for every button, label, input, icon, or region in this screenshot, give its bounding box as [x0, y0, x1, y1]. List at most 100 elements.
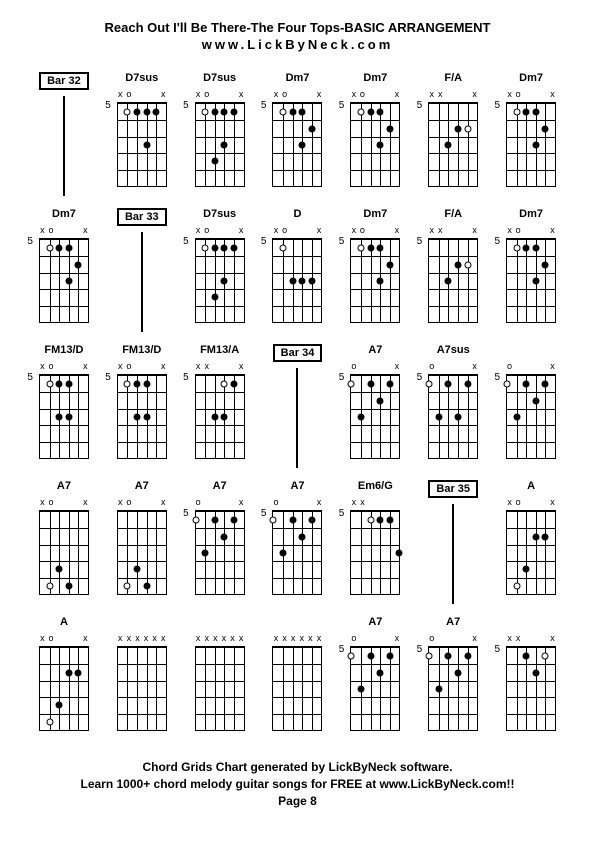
chord-diagram: A7 5ox: [341, 344, 409, 468]
chord-diagram: A75ox: [419, 616, 487, 734]
string-markers: xxxxxx: [272, 634, 322, 644]
fretboard-diagram: 5xox: [35, 226, 93, 326]
bar-label: Bar 33: [117, 208, 167, 226]
fret-number: 5: [416, 644, 422, 655]
bar-label: Bar 34: [273, 344, 323, 362]
bar-line: [452, 504, 454, 604]
string-markers: ox: [350, 634, 400, 644]
fret-number: 5: [183, 236, 189, 247]
fret-number: 5: [105, 100, 111, 111]
string-markers: xxxxxx: [117, 634, 167, 644]
chord-diagram: 5 xxx: [497, 616, 565, 734]
fretboard: [195, 374, 245, 459]
chord-name: A7sus: [437, 344, 470, 358]
chord-name: D: [294, 208, 302, 222]
string-markers: xxx: [506, 634, 556, 644]
fretboard-diagram: 5xox: [502, 90, 560, 190]
string-markers: ox: [428, 634, 478, 644]
string-markers: xox: [39, 634, 89, 644]
string-markers: xox: [195, 226, 245, 236]
string-markers: xox: [117, 90, 167, 100]
chord-diagram: FM13/A 5xxx: [186, 344, 254, 468]
fret-number: 5: [338, 372, 344, 383]
fretboard: [272, 238, 322, 323]
fretboard-diagram: 5xox: [35, 362, 93, 462]
fretboard: [350, 238, 400, 323]
fretboard-diagram: 5ox: [502, 362, 560, 462]
fretboard-diagram: 5xxx: [502, 634, 560, 734]
fretboard: [117, 102, 167, 187]
fret-number: 5: [260, 508, 266, 519]
chord-diagram: Dm75xox: [341, 208, 409, 332]
chord-name: F/A: [444, 208, 462, 222]
chord-name: A: [527, 480, 535, 494]
chord-diagram: Em6/G5xx: [341, 480, 409, 604]
fretboard-diagram: 5ox: [268, 498, 326, 598]
fret-number: 5: [494, 644, 500, 655]
fret-number: 5: [260, 236, 266, 247]
chord-diagram: Dm7 5xox: [497, 208, 565, 332]
string-markers: xox: [195, 90, 245, 100]
bar-label: Bar 35: [428, 480, 478, 498]
string-markers: xox: [117, 362, 167, 372]
fretboard-diagram: 5xxx: [191, 362, 249, 462]
fretboard-diagram: 5xxx: [424, 90, 482, 190]
chord-diagram: A7xox: [108, 480, 176, 604]
string-markers: xox: [272, 90, 322, 100]
fretboard: [506, 510, 556, 595]
fret-number: 5: [494, 100, 500, 111]
chord-name: A7: [368, 616, 382, 630]
header: Reach Out I'll Be There-The Four Tops-BA…: [30, 20, 565, 52]
fretboard-diagram: xox: [35, 498, 93, 598]
chord-diagram: D5xox: [264, 208, 332, 332]
chord-diagram: Dm7 5xox: [30, 208, 98, 332]
fretboard-diagram: 5xox: [191, 226, 249, 326]
fretboard: [117, 646, 167, 731]
fretboard-diagram: 5xox: [346, 90, 404, 190]
footer-line3: Page 8: [30, 793, 565, 810]
string-markers: xxxxxx: [195, 634, 245, 644]
fret-number: 5: [338, 644, 344, 655]
chord-name: A7: [368, 344, 382, 358]
fretboard-diagram: xxxxxx: [268, 634, 326, 734]
fretboard-diagram: 5xox: [268, 90, 326, 190]
chord-name: F/A: [444, 72, 462, 86]
bar-marker: Bar 33: [108, 208, 176, 332]
chord-name: Dm7: [519, 208, 543, 222]
bar-line: [63, 96, 65, 196]
chord-name: Dm7: [52, 208, 76, 222]
string-markers: xox: [117, 498, 167, 508]
fretboard: [195, 102, 245, 187]
string-markers: xx: [350, 498, 400, 508]
fret-number: 5: [338, 508, 344, 519]
string-markers: ox: [428, 362, 478, 372]
fretboard-diagram: 5xox: [502, 226, 560, 326]
fretboard-diagram: 5xox: [191, 90, 249, 190]
fretboard: [39, 374, 89, 459]
string-markers: ox: [272, 498, 322, 508]
fretboard: [506, 646, 556, 731]
fret-number: 5: [260, 100, 266, 111]
fretboard-diagram: xox: [35, 634, 93, 734]
fretboard-diagram: 5xox: [113, 362, 171, 462]
fretboard-diagram: 5ox: [346, 362, 404, 462]
fretboard-diagram: 5ox: [191, 498, 249, 598]
chord-grid: Bar 32D7sus5xoxD7sus5xoxDm75xoxDm75xoxF/…: [30, 72, 565, 734]
fret-number: 5: [338, 100, 344, 111]
string-markers: xox: [39, 226, 89, 236]
fretboard: [117, 374, 167, 459]
fretboard: [39, 238, 89, 323]
chord-diagram: Axox: [497, 480, 565, 604]
chord-diagram: xxxxxx: [186, 616, 254, 734]
fretboard: [272, 102, 322, 187]
chord-diagram: Dm75xox: [497, 72, 565, 196]
footer: Chord Grids Chart generated by LickByNec…: [30, 759, 565, 809]
fret-number: 5: [416, 100, 422, 111]
chord-name: FM13/A: [200, 344, 239, 358]
chord-name: FM13/D: [44, 344, 83, 358]
chord-name: A: [60, 616, 68, 630]
string-markers: xox: [39, 498, 89, 508]
page-title: Reach Out I'll Be There-The Four Tops-BA…: [30, 20, 565, 35]
fretboard-diagram: 5ox: [424, 362, 482, 462]
bar-label: Bar 32: [39, 72, 89, 90]
